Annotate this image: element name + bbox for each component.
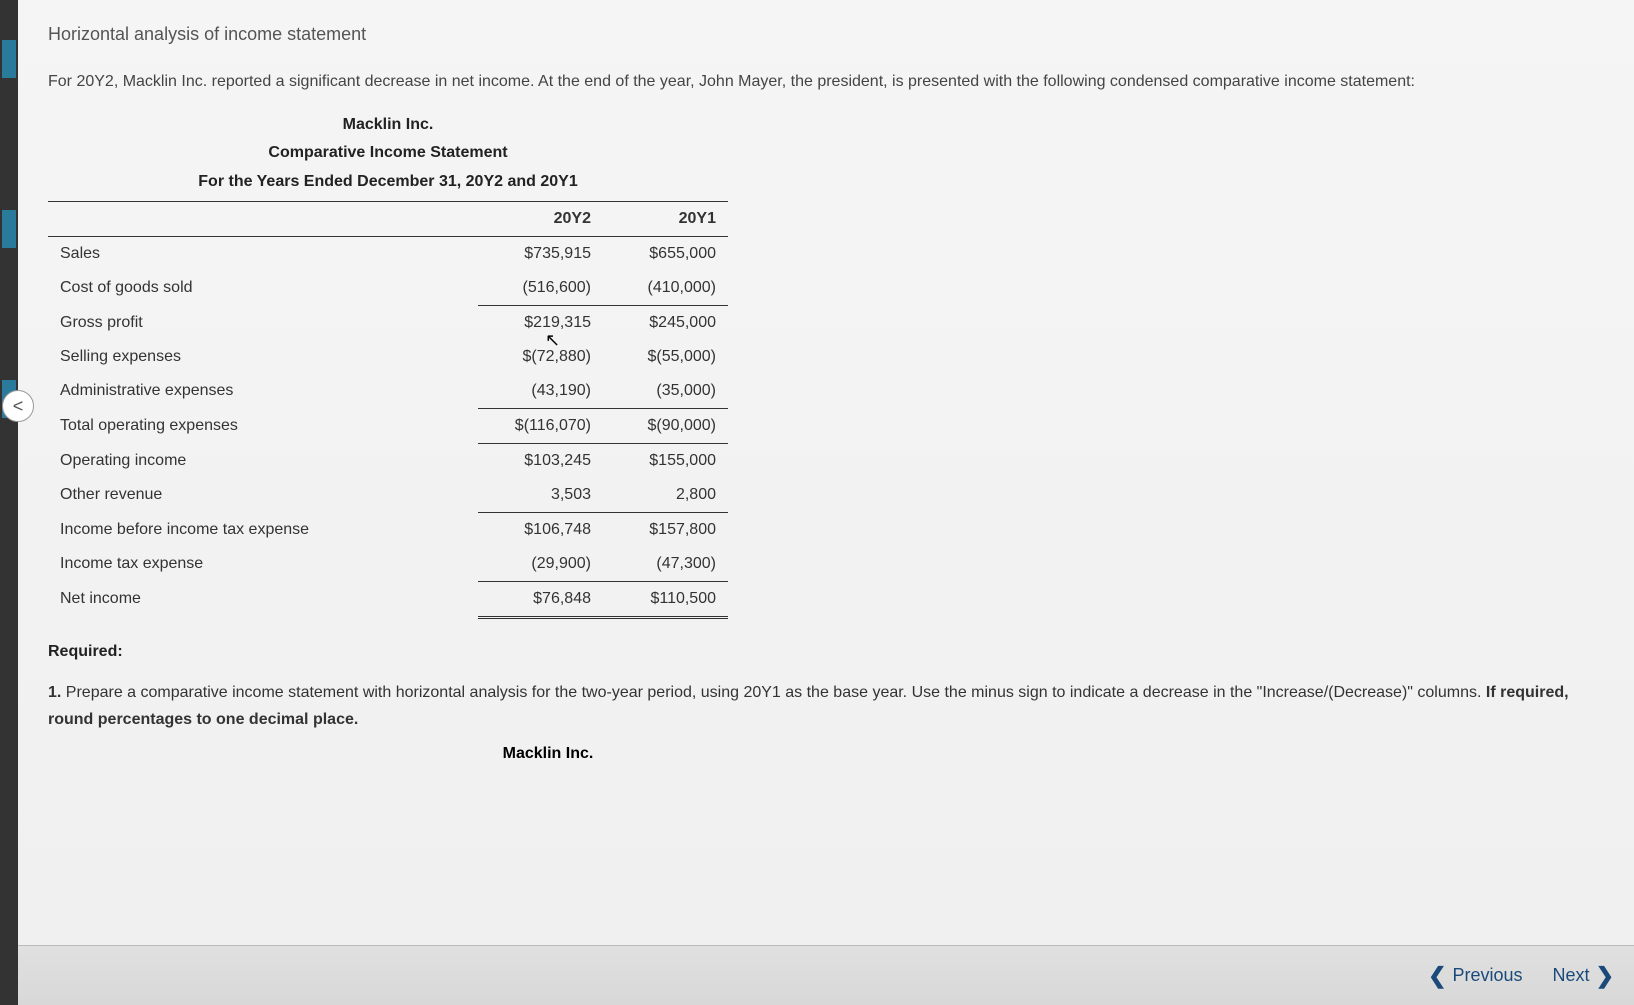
page-title: Horizontal analysis of income statement: [48, 24, 1604, 45]
row-y2: $76,848: [478, 581, 603, 617]
intro-text: For 20Y2, Macklin Inc. reported a signif…: [48, 69, 1604, 95]
answer-company-header: Macklin Inc.: [268, 745, 828, 763]
table-row: Income before income tax expense $106,74…: [48, 512, 728, 547]
instruction-text: 1. Prepare a comparative income statemen…: [48, 679, 1604, 733]
row-y2: $(116,070): [478, 408, 603, 443]
row-label: Cost of goods sold: [48, 271, 478, 306]
row-y2: $219,315: [478, 305, 603, 340]
income-statement: Macklin Inc. Comparative Income Statemen…: [48, 111, 1604, 619]
stmt-company: Macklin Inc.: [48, 111, 728, 140]
row-label: Selling expenses: [48, 340, 478, 374]
table-row: Sales $735,915 $655,000: [48, 236, 728, 271]
instruction-body: Prepare a comparative income statement w…: [61, 684, 1486, 701]
income-table: 20Y2 20Y1 Sales $735,915 $655,000 Cost o…: [48, 202, 728, 619]
required-heading: Required:: [48, 643, 1604, 661]
left-edge-bar: [0, 0, 18, 1005]
col-20y2: 20Y2: [478, 202, 603, 237]
row-y2: $735,915: [478, 236, 603, 271]
side-tab-2[interactable]: [2, 210, 16, 248]
row-y2: (516,600): [478, 271, 603, 306]
row-label: Net income: [48, 581, 478, 617]
row-y1: $110,500: [603, 581, 728, 617]
row-label: Income before income tax expense: [48, 512, 478, 547]
table-row: Other revenue 3,503 2,800: [48, 478, 728, 513]
col-blank: [48, 202, 478, 237]
row-label: Operating income: [48, 443, 478, 478]
row-label: Income tax expense: [48, 547, 478, 582]
row-y2: 3,503: [478, 478, 603, 513]
row-label: Gross profit: [48, 305, 478, 340]
col-20y1: 20Y1: [603, 202, 728, 237]
table-row: Selling expenses $(72,880) $(55,000): [48, 340, 728, 374]
main-content: Horizontal analysis of income statement …: [18, 0, 1634, 945]
row-y1: $(90,000): [603, 408, 728, 443]
next-label: Next: [1553, 965, 1590, 986]
stmt-period: For the Years Ended December 31, 20Y2 an…: [48, 168, 728, 202]
table-row: Total operating expenses $(116,070) $(90…: [48, 408, 728, 443]
stmt-name: Comparative Income Statement: [48, 139, 728, 168]
row-y2: $103,245: [478, 443, 603, 478]
collapse-panel-button[interactable]: <: [2, 390, 34, 422]
table-row: Administrative expenses (43,190) (35,000…: [48, 374, 728, 409]
footer-nav: ❮ Previous Next ❯: [18, 945, 1634, 1005]
table-row: Net income $76,848 $110,500: [48, 581, 728, 617]
table-row: Cost of goods sold (516,600) (410,000): [48, 271, 728, 306]
table-row: Operating income $103,245 $155,000: [48, 443, 728, 478]
row-label: Sales: [48, 236, 478, 271]
previous-label: Previous: [1453, 965, 1523, 986]
row-y2: $(72,880): [478, 340, 603, 374]
row-y1: (410,000): [603, 271, 728, 306]
row-label: Total operating expenses: [48, 408, 478, 443]
row-y2: (29,900): [478, 547, 603, 582]
row-label: Administrative expenses: [48, 374, 478, 409]
table-row: Income tax expense (29,900) (47,300): [48, 547, 728, 582]
chevron-left-icon: <: [13, 396, 24, 417]
row-y1: $655,000: [603, 236, 728, 271]
row-y1: $(55,000): [603, 340, 728, 374]
row-y1: (47,300): [603, 547, 728, 582]
row-y1: $245,000: [603, 305, 728, 340]
row-y1: (35,000): [603, 374, 728, 409]
row-y1: 2,800: [603, 478, 728, 513]
previous-button[interactable]: ❮ Previous: [1428, 963, 1522, 989]
chevron-right-icon: ❯: [1596, 963, 1614, 989]
row-y1: $157,800: [603, 512, 728, 547]
row-y2: $106,748: [478, 512, 603, 547]
table-header-row: 20Y2 20Y1: [48, 202, 728, 237]
chevron-left-icon: ❮: [1428, 963, 1446, 989]
instruction-number: 1.: [48, 684, 61, 701]
row-y2: (43,190): [478, 374, 603, 409]
next-button[interactable]: Next ❯: [1553, 963, 1614, 989]
row-label: Other revenue: [48, 478, 478, 513]
row-y1: $155,000: [603, 443, 728, 478]
side-tab-1[interactable]: [2, 40, 16, 78]
table-row: Gross profit $219,315 $245,000: [48, 305, 728, 340]
